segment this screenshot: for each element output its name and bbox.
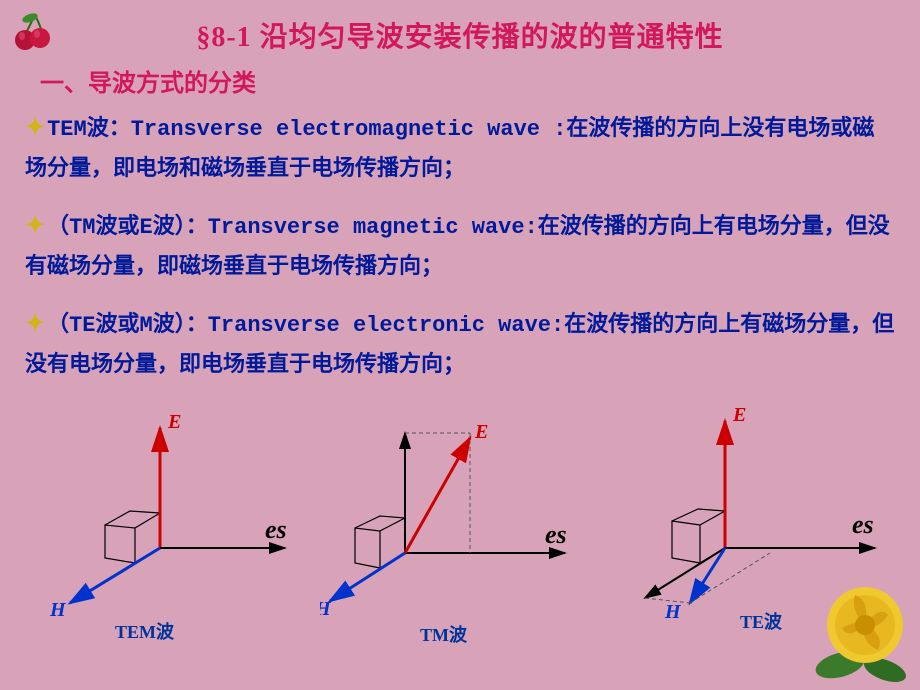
para-te: ✦（TE波或M波）：Transverse electronic wave:在波传… — [25, 304, 895, 382]
section-subtitle: 一、导波方式的分类 — [40, 63, 920, 98]
svg-text:TE波: TE波 — [740, 611, 783, 632]
svg-text:es: es — [265, 515, 287, 544]
para-tm: ✦（TM波或E波）：Transverse magnetic wave:在波传播的… — [25, 206, 895, 284]
svg-text:H: H — [664, 601, 682, 623]
diagram-tem: E es H TEM波 — [40, 403, 320, 643]
svg-text:TEM波: TEM波 — [115, 621, 175, 642]
svg-text:TM波: TM波 — [420, 624, 468, 643]
svg-text:E: E — [167, 411, 181, 433]
svg-text:H: H — [49, 599, 67, 621]
svg-text:H: H — [320, 598, 332, 620]
svg-text:es: es — [852, 510, 874, 539]
star-icon: ✦ — [25, 311, 45, 337]
page-title: §8-1 沿均匀导波安装传播的波的普通特性 — [0, 0, 920, 55]
diagrams-row: E es H TEM波 E es H — [0, 403, 920, 653]
svg-text:es: es — [545, 520, 567, 549]
content-area: ✦TEM波：Transverse electromagnetic wave :在… — [25, 108, 895, 383]
star-icon: ✦ — [25, 115, 45, 141]
cherry-icon — [10, 10, 60, 60]
star-icon: ✦ — [25, 213, 45, 239]
diagram-tm: E es H TM波 — [320, 403, 600, 643]
para-tem: ✦TEM波：Transverse electromagnetic wave :在… — [25, 108, 895, 186]
diagram-te: E es H TE波 — [620, 403, 900, 643]
svg-text:E: E — [732, 404, 746, 426]
svg-text:E: E — [474, 421, 488, 443]
